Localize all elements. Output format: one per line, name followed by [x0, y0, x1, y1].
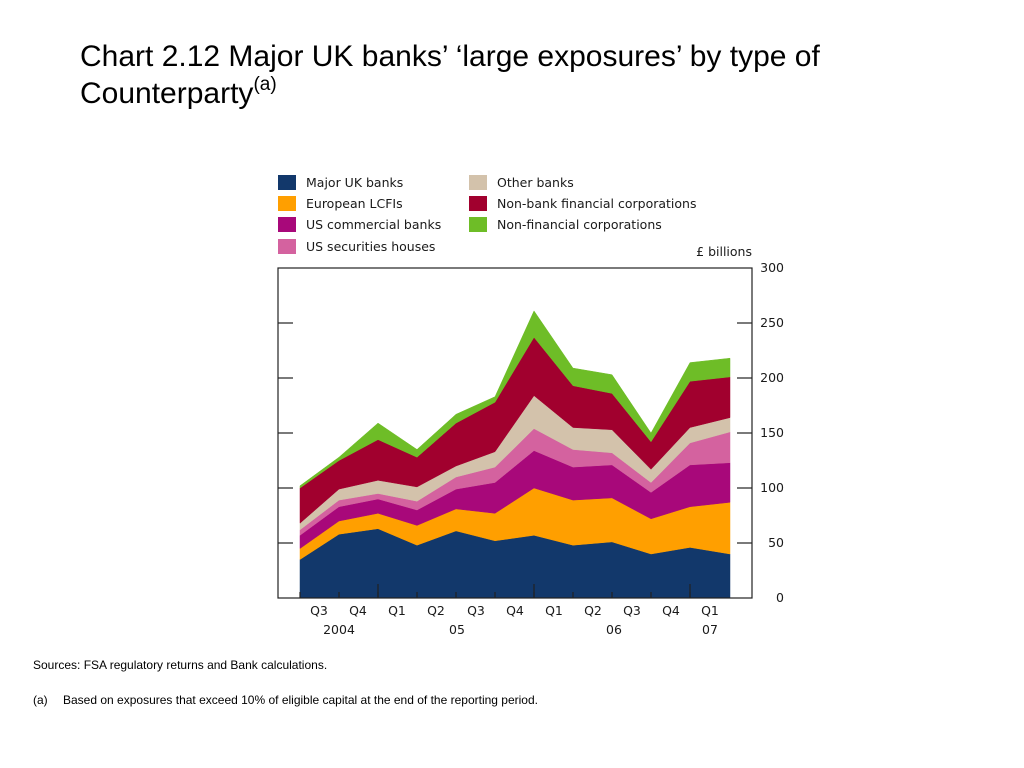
x-year-label-2004: 2004: [323, 622, 355, 637]
legend-label-non-financial-corporations: Non-financial corporations: [497, 217, 662, 232]
y-unit-label: £ billions: [696, 244, 752, 259]
footnote-text: Based on exposures that exceed 10% of el…: [63, 693, 538, 707]
slide-title: Chart 2.12 Major UK banks’ ‘large exposu…: [80, 38, 980, 112]
y-tick-label-0: 0: [776, 590, 784, 605]
x-tick-label-10: Q1: [701, 603, 719, 618]
x-year-label-05: 05: [449, 622, 465, 637]
x-tick-label-3: Q2: [427, 603, 445, 618]
chart-areas: [299, 310, 731, 599]
legend-swatch-other-banks: [469, 175, 487, 190]
x-year-label-06: 06: [606, 622, 622, 637]
footnote-tag: (a): [33, 693, 48, 707]
y-tick-label-150: 150: [760, 425, 784, 440]
y-tick-label-200: 200: [760, 370, 784, 385]
legend-label-european-lcfis: European LCFIs: [306, 196, 403, 211]
legend-label-us-commercial-banks: US commercial banks: [306, 217, 441, 232]
x-tick-label-8: Q3: [623, 603, 641, 618]
y-tick-label-50: 50: [768, 535, 784, 550]
title-text: Chart 2.12 Major UK banks’ ‘large exposu…: [80, 40, 820, 110]
x-year-label-07: 07: [702, 622, 718, 637]
x-tick-label-4: Q3: [467, 603, 485, 618]
x-tick-label-6: Q1: [545, 603, 563, 618]
x-tick-label-5: Q4: [506, 603, 524, 618]
x-tick-label-7: Q2: [584, 603, 602, 618]
x-tick-label-2: Q1: [388, 603, 406, 618]
x-tick-label-1: Q4: [349, 603, 367, 618]
legend-swatch-non-bank-financial-corporations: [469, 196, 487, 211]
y-tick-label-100: 100: [760, 480, 784, 495]
legend-label-major-uk-banks: Major UK banks: [306, 175, 403, 190]
legend-label-us-securities-houses: US securities houses: [306, 239, 435, 254]
legend-swatch-us-commercial-banks: [278, 217, 296, 232]
area-non-financial-corporations: [299, 310, 731, 489]
title-footnote-marker: (a): [253, 74, 277, 95]
sources-note: Sources: FSA regulatory returns and Bank…: [33, 658, 328, 672]
y-tick-label-250: 250: [760, 315, 784, 330]
legend-label-other-banks: Other banks: [497, 175, 574, 190]
legend-swatch-us-securities-houses: [278, 239, 296, 254]
footnote-a: (a) Based on exposures that exceed 10% of…: [33, 693, 538, 707]
legend-label-non-bank-financial-corporations: Non-bank financial corporations: [497, 196, 697, 211]
chart-legend: Major UK banks European LCFIs US commercia…: [278, 175, 697, 254]
legend-swatch-non-financial-corporations: [469, 217, 487, 232]
x-tick-label-9: Q4: [662, 603, 680, 618]
legend-swatch-major-uk-banks: [278, 175, 296, 190]
y-tick-label-300: 300: [760, 260, 784, 275]
x-tick-label-0: Q3: [310, 603, 328, 618]
legend-swatch-european-lcfis: [278, 196, 296, 211]
